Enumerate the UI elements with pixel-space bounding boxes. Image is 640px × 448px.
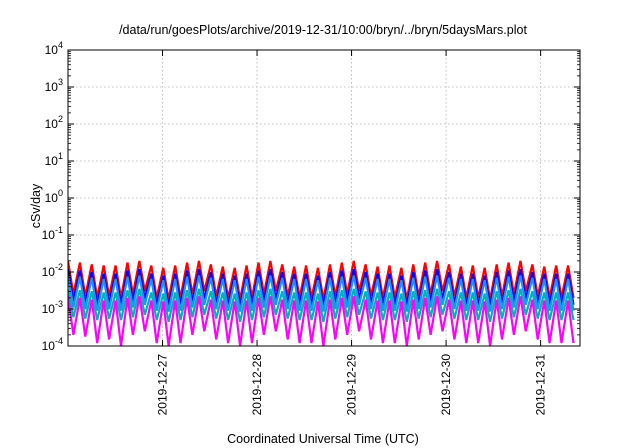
y-tick-label: 10-1 (42, 225, 63, 242)
chart-title: /data/run/goesPlots/archive/2019-12-31/1… (119, 23, 527, 37)
y-tick-label: 100 (45, 188, 63, 205)
x-tick-label: 2019-12-31 (534, 354, 548, 416)
y-tick-label: 101 (45, 151, 63, 168)
series-line-2 (68, 275, 575, 312)
series-line-0 (68, 260, 575, 300)
x-tick-label: 2019-12-29 (345, 354, 359, 416)
y-tick-label: 10-4 (42, 336, 63, 353)
y-tick-label: 102 (45, 114, 63, 131)
x-tick-label: 2019-12-28 (250, 354, 264, 416)
grid (68, 50, 580, 346)
y-tick-label: 10-3 (42, 299, 63, 316)
y-tick-label: 10-2 (42, 262, 63, 279)
series-group (68, 260, 575, 346)
series-line-4 (68, 296, 575, 346)
x-axis-label: Coordinated Universal Time (UTC) (227, 432, 419, 446)
y-tick-label: 103 (45, 77, 63, 94)
x-tick-label: 2019-12-27 (156, 354, 170, 416)
x-tick-label: 2019-12-30 (439, 354, 453, 416)
axes: 10-4 10-3 10-2 10-1 100 101 102 103 104 2019-12-2… (42, 40, 581, 416)
series-line-3 (68, 288, 575, 323)
y-axis-label: cSv/day (29, 183, 43, 228)
y-tick-label: 104 (45, 40, 63, 57)
